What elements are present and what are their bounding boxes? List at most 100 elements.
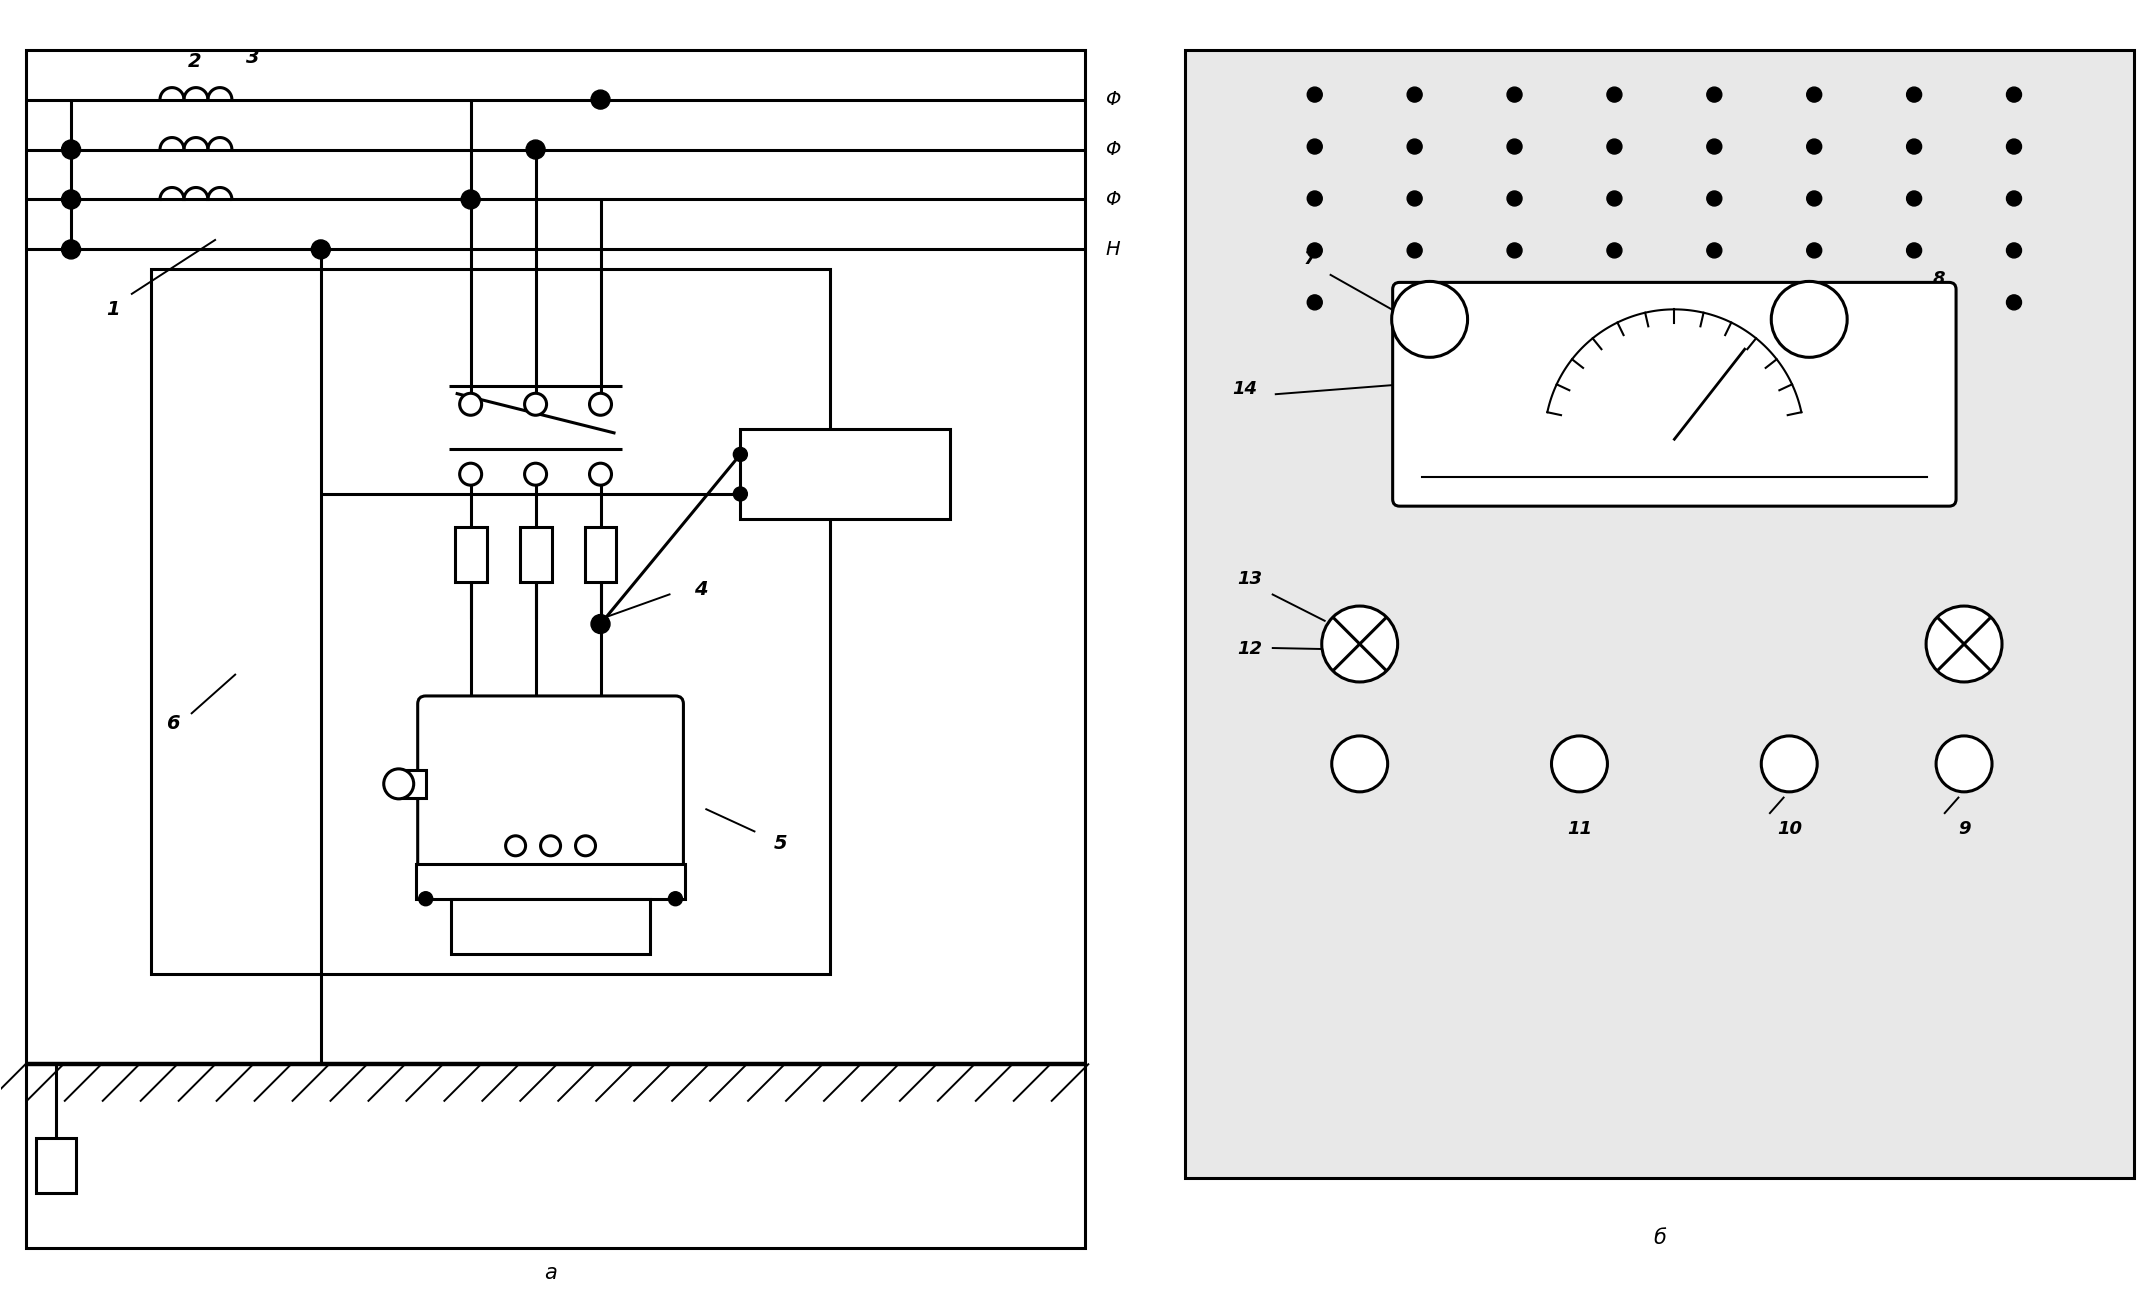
Circle shape: [1761, 735, 1818, 792]
Circle shape: [1708, 243, 1723, 258]
Circle shape: [1906, 87, 1921, 102]
Circle shape: [1507, 87, 1522, 102]
Text: 9: 9: [1958, 820, 1971, 837]
Circle shape: [1408, 140, 1423, 154]
Circle shape: [2007, 87, 2022, 102]
FancyBboxPatch shape: [418, 696, 683, 872]
Circle shape: [589, 463, 612, 485]
Text: 8: 8: [1932, 270, 1945, 288]
Circle shape: [1906, 140, 1921, 154]
Circle shape: [507, 836, 526, 855]
Circle shape: [668, 892, 683, 906]
Text: 13: 13: [1238, 570, 1261, 588]
Circle shape: [524, 394, 548, 415]
Text: 3: 3: [246, 48, 259, 67]
Circle shape: [1507, 190, 1522, 206]
FancyBboxPatch shape: [1393, 283, 1955, 506]
Circle shape: [1307, 87, 1322, 102]
Bar: [520, 527, 552, 582]
Circle shape: [63, 190, 80, 209]
Circle shape: [541, 836, 561, 855]
Text: 2: 2: [188, 52, 201, 72]
Circle shape: [384, 769, 414, 799]
Circle shape: [589, 394, 612, 415]
Circle shape: [1408, 87, 1423, 102]
Circle shape: [733, 486, 748, 501]
Circle shape: [1408, 190, 1423, 206]
Circle shape: [1807, 87, 1822, 102]
Bar: [455, 527, 487, 582]
Circle shape: [1906, 295, 1921, 310]
Circle shape: [1552, 735, 1608, 792]
Circle shape: [1606, 140, 1621, 154]
Circle shape: [2007, 295, 2022, 310]
Circle shape: [310, 240, 330, 259]
Circle shape: [1807, 295, 1822, 310]
Circle shape: [1807, 243, 1822, 258]
Circle shape: [63, 140, 80, 159]
Circle shape: [524, 463, 548, 485]
Circle shape: [2007, 243, 2022, 258]
Text: 5: 5: [774, 835, 787, 853]
Text: 6: 6: [166, 715, 179, 733]
Circle shape: [1408, 295, 1423, 310]
Bar: [740, 429, 951, 519]
Circle shape: [418, 892, 433, 906]
Circle shape: [1807, 140, 1822, 154]
Bar: [451, 898, 651, 953]
Circle shape: [63, 240, 80, 259]
Circle shape: [461, 190, 481, 209]
Circle shape: [1708, 190, 1723, 206]
Circle shape: [576, 836, 595, 855]
Circle shape: [526, 140, 545, 159]
Bar: [416, 863, 686, 898]
Circle shape: [1507, 243, 1522, 258]
Circle shape: [1906, 190, 1921, 206]
Circle shape: [1507, 140, 1522, 154]
Text: 4: 4: [694, 579, 707, 599]
Text: 11: 11: [1567, 820, 1591, 837]
Bar: [584, 527, 617, 582]
Circle shape: [1606, 190, 1621, 206]
Text: 10: 10: [1777, 820, 1802, 837]
Circle shape: [1507, 295, 1522, 310]
Circle shape: [1332, 735, 1388, 792]
Circle shape: [1307, 295, 1322, 310]
Bar: [37, 1138, 75, 1193]
Circle shape: [1408, 243, 1423, 258]
Circle shape: [1606, 87, 1621, 102]
Bar: [397, 769, 425, 798]
Bar: [26, 50, 1084, 1248]
Circle shape: [1606, 295, 1621, 310]
Text: Φ: Φ: [1106, 140, 1121, 159]
Circle shape: [591, 614, 610, 634]
Circle shape: [1708, 295, 1723, 310]
Circle shape: [2007, 140, 2022, 154]
Circle shape: [1307, 190, 1322, 206]
Circle shape: [733, 447, 748, 462]
Circle shape: [1708, 87, 1723, 102]
Text: б: б: [1654, 1228, 1667, 1248]
Circle shape: [1606, 243, 1621, 258]
Circle shape: [1307, 140, 1322, 154]
Circle shape: [1307, 243, 1322, 258]
Circle shape: [459, 463, 481, 485]
Circle shape: [1322, 606, 1397, 682]
Text: 7: 7: [1304, 250, 1315, 269]
Text: H: H: [1106, 240, 1121, 259]
Circle shape: [1906, 243, 1921, 258]
Circle shape: [1807, 190, 1822, 206]
Text: 1: 1: [106, 300, 121, 319]
Text: 14: 14: [1233, 381, 1257, 398]
Circle shape: [591, 90, 610, 110]
Text: а: а: [543, 1264, 556, 1283]
Circle shape: [459, 394, 481, 415]
Text: Φ: Φ: [1106, 190, 1121, 209]
Circle shape: [1708, 140, 1723, 154]
Text: 12: 12: [1238, 640, 1261, 659]
Circle shape: [1772, 282, 1848, 357]
Text: Φ: Φ: [1106, 90, 1121, 110]
Circle shape: [1936, 735, 1992, 792]
Circle shape: [1925, 606, 2003, 682]
Circle shape: [2007, 190, 2022, 206]
